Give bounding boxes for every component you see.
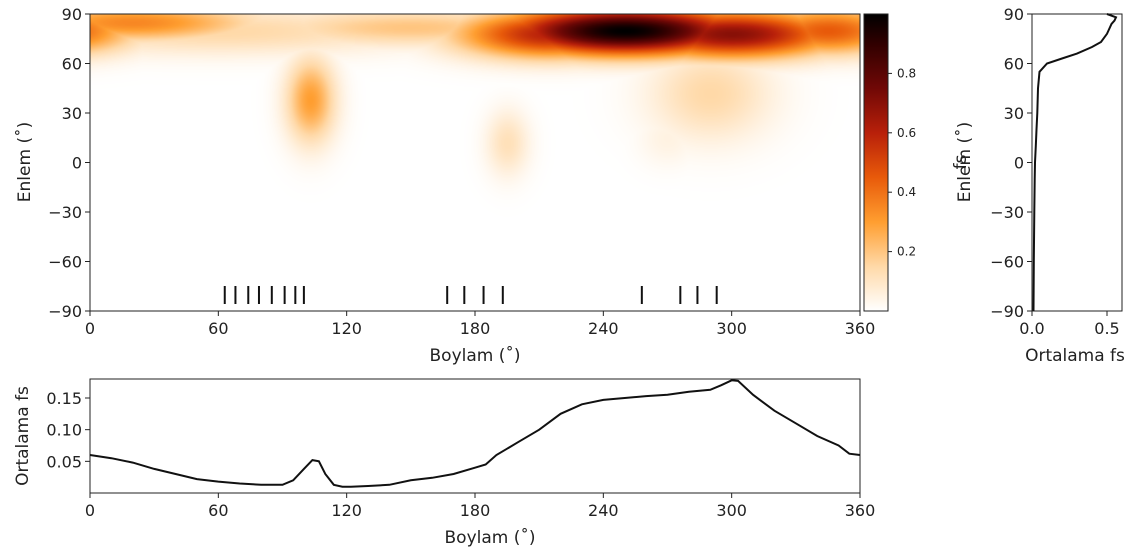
longitude-markers <box>223 286 718 304</box>
x-tick-label: 180 <box>460 501 491 520</box>
bottom-frame <box>89 378 861 494</box>
colorbar-tick-label: 0.6 <box>897 126 916 140</box>
colorbar-tick-label: 0.4 <box>897 185 916 199</box>
heatmap-x-ticks: 0 60 120 180 240 300 360 <box>85 311 875 338</box>
colorbar-label: fs <box>951 154 971 169</box>
y-tick-label: 90 <box>62 5 82 24</box>
longitude-profile-panel: 0 60 120 180 240 300 360 0.05 0.10 0.15 Boylam (… <box>13 378 875 548</box>
y-tick-label: 0 <box>72 154 82 173</box>
x-tick-label: 240 <box>588 319 619 338</box>
y-tick-label: −60 <box>990 253 1024 272</box>
y-tick-label: −30 <box>990 203 1024 222</box>
bottom-x-label: Boylam (˚) <box>445 527 536 548</box>
heatmap-panel: 0 60 120 180 240 300 360 −90 −60 −30 0 30 60 90 Boyl… <box>14 5 875 366</box>
y-tick-label: 0.05 <box>46 452 82 471</box>
y-tick-label: 90 <box>1004 5 1024 24</box>
x-tick-label: 180 <box>460 319 491 338</box>
latitude-profile-panel: 0.0 0.5 −90 −60 −30 0 30 60 90 Ortalama fs Enle… <box>954 5 1125 366</box>
y-tick-label: −60 <box>48 253 82 272</box>
heatmap-canvas <box>90 14 860 311</box>
bottom-y-ticks: 0.05 0.10 0.15 <box>46 389 90 471</box>
heatmap-x-label: Boylam (˚) <box>430 345 521 366</box>
x-tick-label: 120 <box>331 319 362 338</box>
x-tick-label: 60 <box>208 319 228 338</box>
x-tick-label: 120 <box>331 501 362 520</box>
x-tick-label: 240 <box>588 501 619 520</box>
y-tick-label: 60 <box>62 55 82 74</box>
x-tick-label: 300 <box>716 319 747 338</box>
x-tick-label: 0 <box>85 501 95 520</box>
profile-x-ticks: 0.0 0.5 <box>1019 311 1120 338</box>
y-tick-label: −90 <box>990 302 1024 321</box>
x-tick-label: 300 <box>716 501 747 520</box>
y-tick-label: −90 <box>48 302 82 321</box>
colorbar-gradient <box>863 13 889 312</box>
colorbar-ticks: 0.2 0.4 0.6 0.8 <box>888 66 916 259</box>
heatmap-y-label: Enlem (˚) <box>14 122 35 202</box>
colorbar-tick-label: 0.2 <box>897 245 916 259</box>
x-tick-label: 360 <box>845 501 876 520</box>
y-tick-label: 30 <box>1004 104 1024 123</box>
heatmap-y-ticks: −90 −60 −30 0 30 60 90 <box>48 5 90 321</box>
colorbar-tick-label: 0.8 <box>897 66 916 80</box>
profile-x-label: Ortalama fs <box>1025 346 1125 366</box>
x-tick-label: 0 <box>85 319 95 338</box>
bottom-series-line <box>89 379 861 488</box>
x-tick-label: 60 <box>208 501 228 520</box>
profile-y-ticks: −90 −60 −30 0 30 60 90 <box>990 5 1032 321</box>
y-tick-label: 30 <box>62 104 82 123</box>
profile-y-label: Enlem (˚) <box>954 122 975 202</box>
y-tick-label: 0.10 <box>46 421 82 440</box>
x-tick-label: 360 <box>845 319 876 338</box>
x-tick-label: 0.5 <box>1094 319 1119 338</box>
y-tick-label: 0.15 <box>46 389 82 408</box>
colorbar: 0.2 0.4 0.6 0.8 fs <box>863 13 971 312</box>
profile-series-line <box>1032 13 1118 312</box>
bottom-x-ticks: 0 60 120 180 240 300 360 <box>85 493 875 520</box>
y-tick-label: 60 <box>1004 55 1024 74</box>
x-tick-label: 0.0 <box>1019 319 1044 338</box>
y-tick-label: −30 <box>48 203 82 222</box>
y-tick-label: 0 <box>1014 154 1024 173</box>
profile-frame <box>1031 13 1123 312</box>
bottom-y-label: Ortalama fs <box>13 386 33 486</box>
